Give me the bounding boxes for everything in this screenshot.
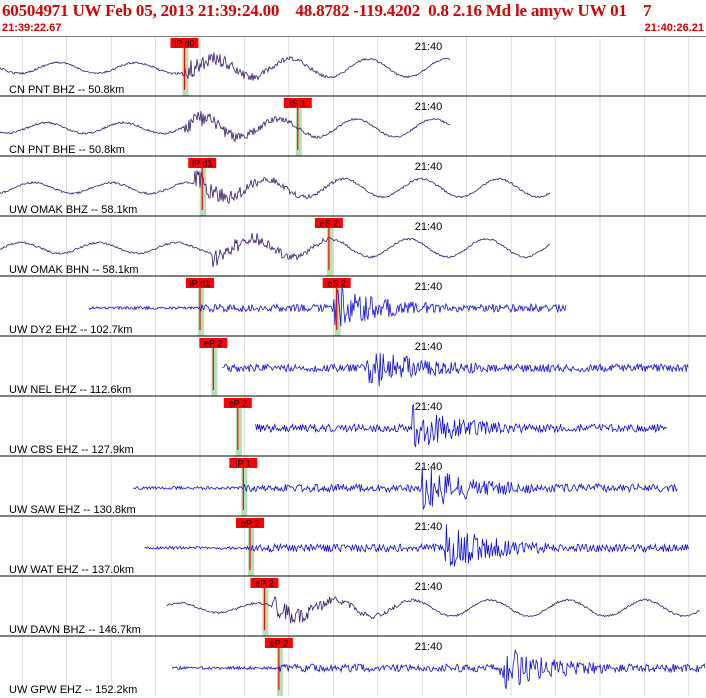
time-label: 21:40 — [415, 281, 443, 293]
time-label: 21:40 — [415, 401, 443, 413]
pick-label: eP 2 — [204, 339, 222, 349]
pick-label: eS 2 — [327, 279, 346, 289]
time-label: 21:40 — [415, 341, 443, 353]
pick-box — [223, 398, 252, 408]
waveform — [0, 170, 551, 204]
time-label: 21:40 — [415, 221, 443, 233]
station-label: UW CBS EHZ -- 127.9km — [9, 444, 134, 456]
pick-box — [199, 338, 228, 348]
waveform — [255, 403, 667, 448]
station-label: UW GPW EHZ -- 152.2km — [9, 684, 137, 696]
pick-window — [235, 400, 242, 456]
waveform — [166, 596, 700, 624]
end-time: 21:40:26.21 — [644, 22, 704, 34]
time-label: 21:40 — [415, 41, 443, 53]
station-label: UW DY2 EHZ -- 102.7km — [9, 324, 132, 336]
station-label: UW DAVN BHZ -- 146.7km — [9, 624, 141, 636]
waveform — [144, 524, 689, 567]
pick-window — [262, 580, 269, 636]
pick-label: iP d0 — [174, 39, 194, 49]
waveform — [171, 649, 706, 690]
pick-window — [200, 160, 207, 216]
seismogram-plot: iP d0 21:40 CN PNT BHZ -- 50.8km iS 1 21:40 C… — [0, 36, 706, 696]
pick-label: eP 2 — [241, 519, 259, 529]
station-label: UW WAT EHZ -- 137.0km — [9, 564, 134, 576]
waveform — [133, 466, 678, 511]
pick-box — [322, 278, 351, 288]
pick-window — [241, 460, 248, 516]
station-label: CN PNT BHE -- 50.8km — [9, 144, 125, 156]
station-label: UW NEL EHZ -- 112.6km — [9, 384, 131, 396]
pick-box — [186, 278, 214, 288]
pick-label: eP 2 — [229, 399, 247, 409]
pick-label: eP 2 — [270, 639, 288, 649]
time-label: 21:40 — [415, 581, 443, 593]
pick-window — [182, 40, 189, 96]
time-label: 21:40 — [415, 101, 443, 113]
pick-window — [211, 340, 218, 396]
pick-window — [326, 220, 333, 276]
pick-window — [248, 520, 254, 576]
waveform — [88, 287, 567, 327]
pick-label: eP 2 — [255, 579, 273, 589]
pick-box — [283, 98, 312, 108]
pick-box — [188, 158, 217, 168]
waveform — [0, 232, 551, 268]
pick-label: iP d1 — [192, 159, 212, 169]
waveform — [0, 52, 451, 81]
pick-label: iS 1 — [290, 99, 306, 109]
pick-box — [170, 38, 199, 48]
station-label: CN PNT BHZ -- 50.8km — [9, 84, 124, 96]
header: 60504971 UW Feb 05, 2013 21:39:24.00 48.… — [0, 0, 706, 36]
pick-window — [334, 280, 341, 336]
pick-label: iP 1 — [236, 459, 251, 469]
time-label: 21:40 — [415, 641, 443, 653]
station-label: UW OMAK BHZ -- 58.1km — [9, 204, 137, 216]
pick-label: iP d1 — [190, 279, 210, 289]
waveform — [0, 111, 450, 143]
station-label: UW SAW EHZ -- 130.8km — [9, 504, 136, 516]
pick-box — [264, 638, 293, 648]
pick-window — [295, 100, 302, 156]
event-title: 60504971 UW Feb 05, 2013 21:39:24.00 48.… — [2, 1, 652, 20]
time-label: 21:40 — [415, 461, 443, 473]
pick-box — [314, 218, 343, 228]
pick-box — [229, 458, 258, 468]
start-time: 21:39:22.67 — [2, 22, 62, 34]
time-label: 21:40 — [415, 161, 443, 173]
pick-box — [236, 518, 264, 528]
pick-label: eS 2 — [320, 219, 339, 229]
pick-box — [250, 578, 279, 588]
waveform — [222, 352, 689, 387]
time-label: 21:40 — [415, 521, 443, 533]
station-label: UW OMAK BHN -- 58.1km — [9, 264, 139, 276]
